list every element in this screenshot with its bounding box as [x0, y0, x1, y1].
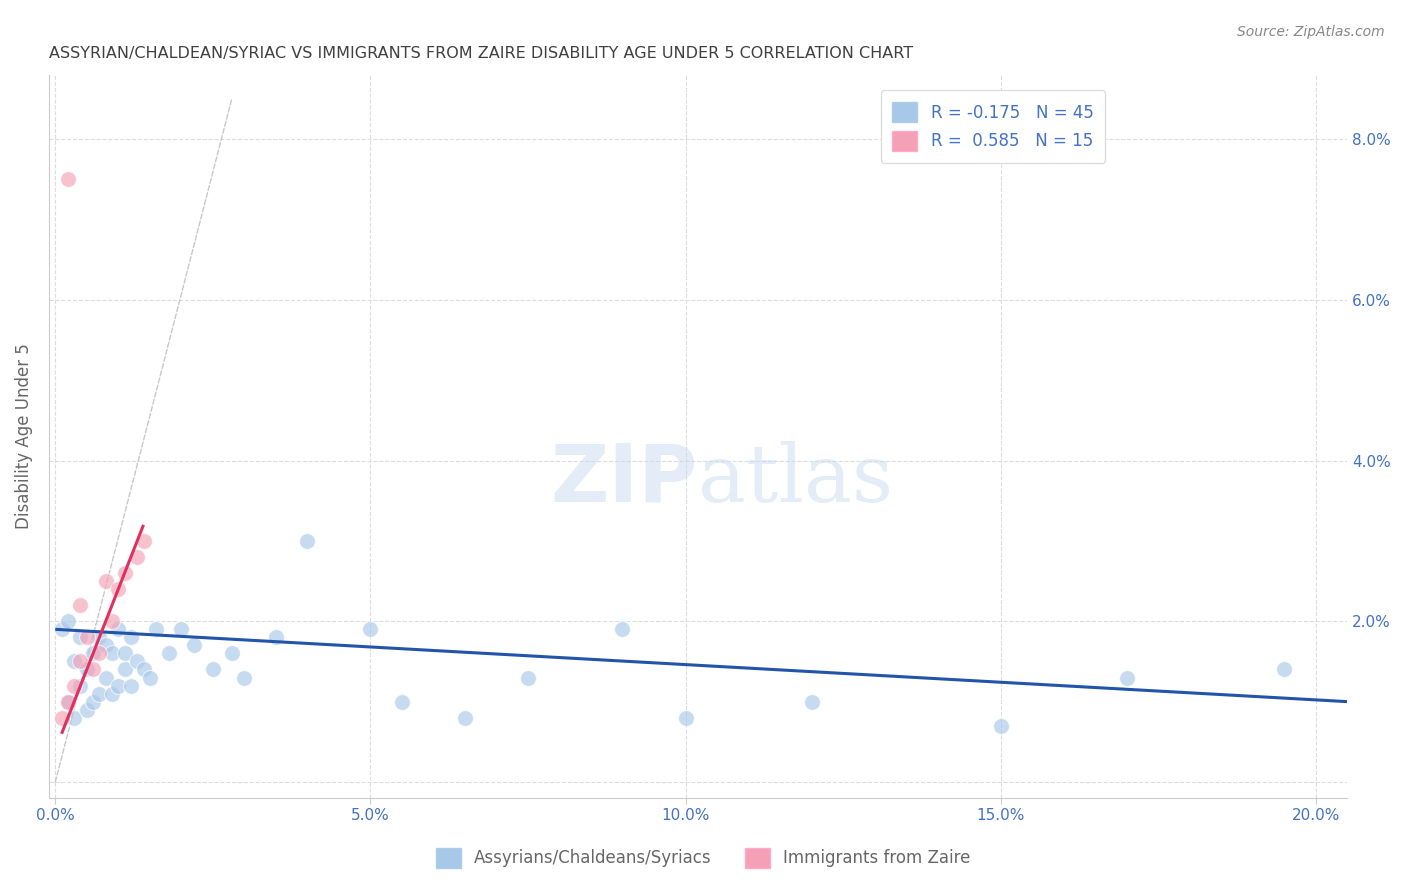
Point [63, 655, 86, 669]
Point [107, 582, 129, 596]
Point [157, 647, 180, 661]
Point [89, 647, 111, 661]
Point [94, 639, 117, 653]
Point [69, 598, 91, 612]
Point [56, 172, 79, 186]
Point [201, 663, 224, 677]
Point [264, 631, 287, 645]
Point [69, 679, 91, 693]
Point [82, 663, 104, 677]
Point [454, 711, 477, 725]
Legend: Assyrians/Chaldeans/Syriacs, Immigrants from Zaire: Assyrians/Chaldeans/Syriacs, Immigrants … [429, 841, 977, 875]
Point [517, 671, 540, 685]
Point [612, 623, 634, 637]
Point [233, 671, 256, 685]
Point [391, 695, 413, 709]
Point [120, 679, 142, 693]
Point [107, 679, 129, 693]
Point [139, 671, 162, 685]
Text: atlas: atlas [699, 441, 893, 519]
Point [89, 631, 111, 645]
Point [101, 615, 124, 629]
Point [94, 574, 117, 588]
Point [1272, 663, 1295, 677]
Point [800, 695, 823, 709]
Point [183, 639, 205, 653]
Text: Source: ZipAtlas.com: Source: ZipAtlas.com [1237, 25, 1385, 39]
Point [69, 631, 91, 645]
Point [132, 533, 155, 548]
Point [76, 631, 98, 645]
Point [145, 623, 167, 637]
Point [120, 631, 142, 645]
Point [82, 695, 104, 709]
Point [221, 647, 243, 661]
Point [51, 711, 73, 725]
Point [94, 671, 117, 685]
Point [76, 663, 98, 677]
Point [297, 533, 319, 548]
Point [114, 663, 136, 677]
Point [101, 647, 124, 661]
Point [132, 663, 155, 677]
Point [170, 623, 193, 637]
Point [675, 711, 697, 725]
Point [114, 647, 136, 661]
Y-axis label: Disability Age Under 5: Disability Age Under 5 [15, 343, 32, 530]
Point [56, 695, 79, 709]
Text: ASSYRIAN/CHALDEAN/SYRIAC VS IMMIGRANTS FROM ZAIRE DISABILITY AGE UNDER 5 CORRELA: ASSYRIAN/CHALDEAN/SYRIAC VS IMMIGRANTS F… [49, 46, 912, 62]
Point [76, 703, 98, 717]
Point [69, 655, 91, 669]
Point [51, 623, 73, 637]
Point [127, 549, 149, 564]
Point [63, 679, 86, 693]
Point [101, 687, 124, 701]
Point [82, 647, 104, 661]
Point [56, 615, 79, 629]
Point [114, 566, 136, 580]
Point [56, 695, 79, 709]
Point [1115, 671, 1137, 685]
Point [89, 687, 111, 701]
Point [107, 623, 129, 637]
Point [63, 711, 86, 725]
Point [359, 623, 381, 637]
Point [127, 655, 149, 669]
Point [990, 719, 1012, 733]
Legend: R = -0.175   N = 45, R =  0.585   N = 15: R = -0.175 N = 45, R = 0.585 N = 15 [880, 90, 1105, 162]
Text: ZIP: ZIP [551, 441, 699, 519]
